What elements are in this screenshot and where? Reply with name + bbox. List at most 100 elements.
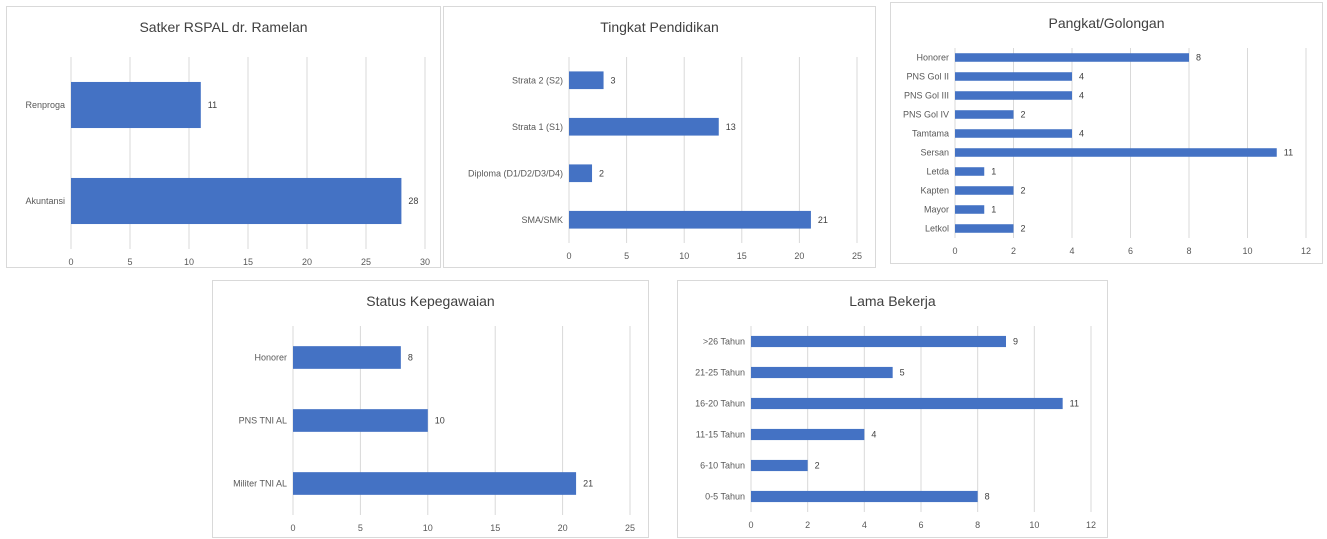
chart-panel-lama-bekerja: Lama Bekerja 0 2 4 6 8 10 12 >26 Tahun 9 21-25 Ta… [677,280,1108,538]
category-label: Letda [926,167,949,177]
category-label: PNS Gol IV [903,110,949,120]
x-tick-label: 6 [918,520,923,530]
data-label: 4 [871,430,876,440]
bar [955,110,1014,119]
x-tick-label: 8 [1186,246,1191,256]
data-label: 11 [1070,399,1079,409]
x-tick-label: 30 [420,257,430,267]
bar [955,129,1072,138]
data-label: 4 [1079,72,1084,82]
category-label: Strata 2 (S2) [512,75,563,85]
data-label: 21 [818,215,828,225]
data-label: 8 [1196,53,1201,63]
bar [71,177,402,225]
category-label: PNS TNI AL [239,416,287,426]
data-label: 28 [408,196,418,206]
category-label: Renproga [25,100,65,110]
bar [569,117,719,136]
category-label: Akuntansi [25,196,65,206]
x-tick-label: 12 [1086,520,1096,530]
data-label: 11 [1284,148,1293,158]
data-label: 2 [1021,110,1026,120]
bar [751,490,978,503]
data-label: 1 [991,205,996,215]
category-label: Militer TNI AL [233,479,287,489]
data-label: 2 [815,461,820,471]
x-tick-label: 10 [1242,246,1252,256]
x-tick-label: 10 [679,251,689,261]
bar [71,81,201,129]
x-tick-label: 5 [127,257,132,267]
chart-title: Pangkat/Golongan [1048,15,1165,31]
category-label: 0-5 Tahun [705,492,745,502]
category-label: SMA/SMK [521,215,563,225]
bar [955,224,1014,233]
chart-panel-pendidikan: Tingkat Pendidikan 0 5 10 15 20 25 Strata 2 (S… [443,6,876,268]
bar-chart-status: 0 5 10 15 20 25 Honorer 8 PNS TNI AL 10 Militer TN… [233,326,635,533]
bar [955,167,985,176]
x-tick-label: 10 [184,257,194,267]
category-label: 16-20 Tahun [695,399,745,409]
bar [751,335,1006,348]
data-label: 10 [435,416,445,426]
x-tick-label: 5 [358,523,363,533]
x-tick-label: 6 [1128,246,1133,256]
category-label: Diploma (D1/D2/D3/D4) [468,168,563,178]
x-tick-label: 8 [975,520,980,530]
x-tick-label: 0 [748,520,753,530]
x-tick-label: 15 [737,251,747,261]
x-tick-label: 0 [290,523,295,533]
data-label: 8 [408,353,413,363]
data-label: 4 [1079,91,1084,101]
x-tick-label: 0 [566,251,571,261]
category-label: 11-15 Tahun [696,430,745,440]
x-tick-label: 5 [624,251,629,261]
category-label: Honorer [254,353,287,363]
bar [569,71,604,90]
bar-chart-lama-bekerja: 0 2 4 6 8 10 12 >26 Tahun 9 21-25 Tahun 5 16-20 Tah… [695,326,1096,530]
category-label: >26 Tahun [703,337,745,347]
x-tick-label: 20 [302,257,312,267]
category-label: PNS Gol III [904,91,949,101]
category-label: Mayor [924,205,949,215]
x-tick-label: 10 [1029,520,1039,530]
x-tick-label: 0 [952,246,957,256]
bar [955,53,1189,62]
x-tick-label: 2 [1011,246,1016,256]
chart-panel-satker: Satker RSPAL dr. Ramelan 0 5 10 15 20 25 30 Ren… [6,6,441,268]
data-label: 21 [583,479,593,489]
chart-title: Satker RSPAL dr. Ramelan [139,19,308,35]
bar [569,210,811,229]
bar [955,91,1072,100]
data-label: 2 [1021,224,1026,234]
bar [955,72,1072,81]
chart-panel-pangkat: Pangkat/Golongan 0 2 4 6 8 10 12 Honorer 8 PNS Go… [890,2,1323,264]
data-label: 4 [1079,129,1084,139]
data-label: 9 [1013,337,1018,347]
x-tick-label: 4 [862,520,867,530]
data-label: 3 [611,75,616,85]
chart-title: Tingkat Pendidikan [600,19,719,35]
x-tick-label: 2 [805,520,810,530]
chart-title: Lama Bekerja [849,293,936,309]
bar [955,186,1014,195]
x-tick-label: 20 [558,523,568,533]
bar [751,459,808,472]
category-label: Strata 1 (S1) [512,122,563,132]
bar [751,366,893,379]
data-label: 2 [1021,186,1026,196]
category-label: Tamtama [912,129,949,139]
data-label: 2 [599,168,604,178]
x-tick-label: 25 [625,523,635,533]
category-label: Letkol [925,224,949,234]
bar [293,409,428,432]
category-label: Sersan [920,148,949,158]
data-label: 1 [991,167,996,177]
x-tick-label: 4 [1069,246,1074,256]
bar [751,397,1063,410]
data-label: 11 [208,100,217,110]
bar [569,164,593,183]
x-tick-label: 10 [423,523,433,533]
data-label: 13 [726,122,736,132]
